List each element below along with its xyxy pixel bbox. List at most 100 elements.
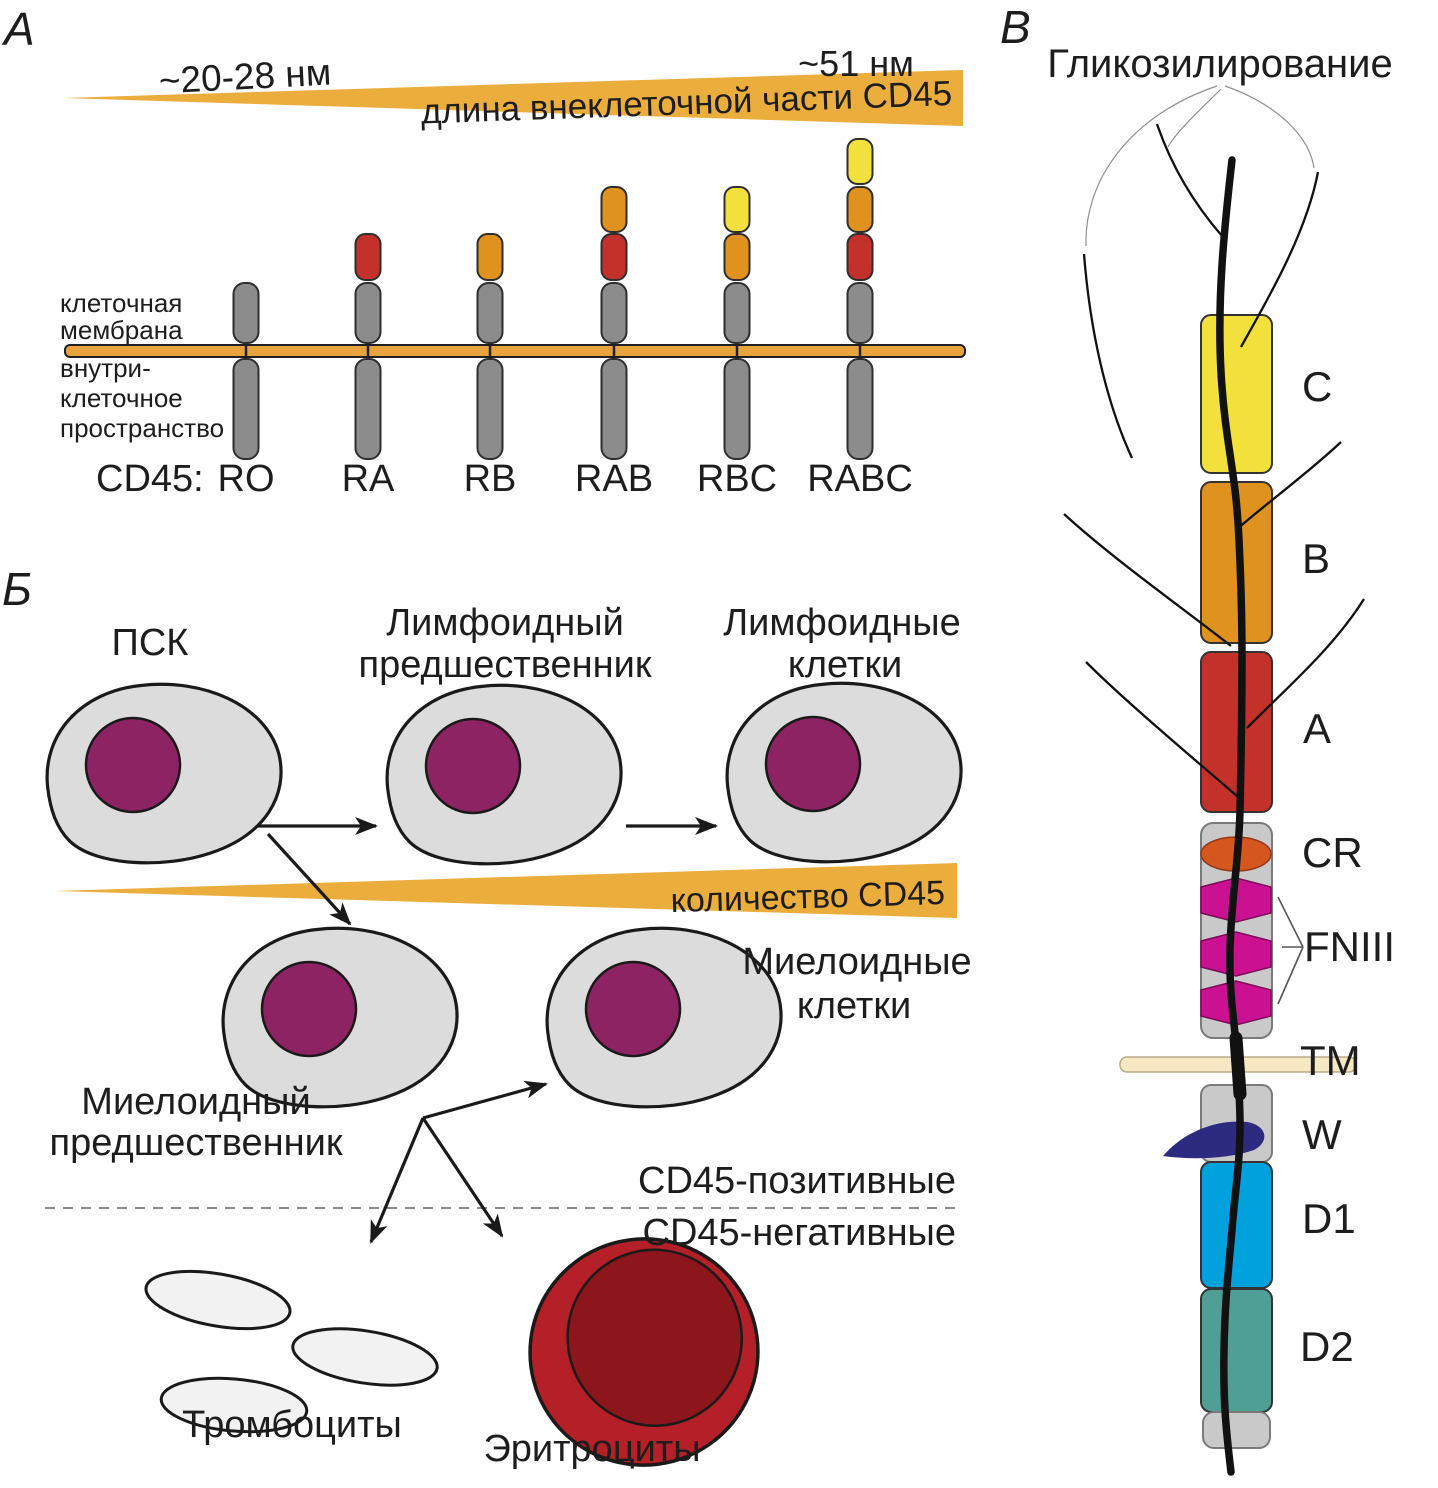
platelet-1 <box>140 1260 296 1340</box>
domain-a <box>1200 651 1273 813</box>
domain-d2 <box>1200 1288 1273 1413</box>
domain-a-label: A <box>1303 705 1332 752</box>
erythrocyte-inner <box>566 1248 743 1427</box>
nucleus-hsc <box>84 716 182 814</box>
isoform-rb-segment-b <box>476 233 504 281</box>
myeloid-cells-label-line1: Миелоидные <box>742 941 972 983</box>
lymphoid-cells-label-line2: клетки <box>787 644 903 686</box>
panel-a-letter: А <box>4 3 35 55</box>
cell-membrane-bar <box>64 344 966 358</box>
quantity-wedge-title: количество CD45 <box>670 874 946 921</box>
length-wedge <box>63 70 963 126</box>
isoform-rb <box>476 233 504 460</box>
platelets-label: Тромбоциты <box>182 1404 402 1446</box>
glycan-chain-3 <box>1082 253 1134 459</box>
isoform-rabc-segment-b <box>846 186 874 233</box>
glyco-leader-left <box>1085 85 1218 247</box>
glyco-leader-right <box>1224 85 1315 169</box>
protein-backbone-tm-segment <box>1229 1031 1247 1101</box>
nucleus-myeloid-progenitor <box>260 960 358 1058</box>
lymphoid-progenitor-label-line1: Лимфоидный <box>386 602 624 644</box>
quantity-wedge <box>55 863 957 918</box>
domain-d1-label: D1 <box>1302 1195 1356 1242</box>
intracellular-label-line2: клеточное <box>60 383 183 413</box>
nucleus-lymphoid-progenitor <box>424 717 522 815</box>
cd45-positive-label: CD45-позитивные <box>638 1160 956 1202</box>
membrane-label-line2: мембрана <box>60 315 183 345</box>
domain-c <box>1200 314 1273 474</box>
isoform-ra-intracellular <box>354 358 382 460</box>
platelet-2 <box>287 1318 443 1396</box>
glycan-chain-1 <box>1155 123 1223 237</box>
nucleus-myeloid-cells <box>584 960 682 1058</box>
glyco-leader-mid <box>1167 88 1222 148</box>
isoform-rabc-segment-c <box>846 138 874 185</box>
domain-tm-label: TM <box>1300 1037 1361 1084</box>
isoform-rab-extracellular <box>600 282 628 344</box>
panel-a-shapes <box>63 70 966 460</box>
isoform-label-ra: RA <box>341 458 395 500</box>
domain-b-label: B <box>1302 535 1331 582</box>
cd45-negative-label: CD45-негативные <box>642 1212 957 1254</box>
arrow-to-erythrocytes <box>421 1117 504 1238</box>
isoform-label-rabc: RABC <box>807 458 913 500</box>
glycosylation-title: Гликозилирование <box>1047 42 1393 86</box>
lymphoid-progenitor-label-line2: предшественник <box>358 644 652 686</box>
glycan-chain-4 <box>1063 513 1232 647</box>
hsc-label: ПСК <box>111 622 189 664</box>
isoform-ra-extracellular <box>354 282 382 344</box>
myeloid-progenitor-label-line2: предшественник <box>49 1122 343 1164</box>
panel-b-letter: Б <box>2 563 32 615</box>
panel-v-shapes <box>1063 85 1365 1476</box>
membrane-label-line1: клеточная <box>60 288 183 318</box>
glycan-chain-5 <box>1235 441 1342 531</box>
isoform-rbc-segment-b <box>723 233 751 281</box>
glycan-chain-7 <box>1085 661 1239 798</box>
glycan-chain-6 <box>1246 598 1365 729</box>
isoform-rb-intracellular <box>476 358 504 460</box>
isoform-rabc-segment-a <box>846 233 874 281</box>
isoform-label-rb: RB <box>463 458 517 500</box>
isoform-rb-extracellular <box>476 282 504 344</box>
panel-v-letter: В <box>1000 1 1031 53</box>
arrow-hsc-to-myeloid-progenitor <box>266 832 352 926</box>
isoform-label-rbc: RBC <box>696 458 778 500</box>
domain-fniii-label: FNIII <box>1304 923 1395 970</box>
domain-w-label: W <box>1302 1111 1342 1158</box>
domain-cr-label: CR <box>1302 829 1363 876</box>
intracellular-label-line1: внутри- <box>60 353 151 383</box>
isoform-ro-intracellular <box>232 358 260 460</box>
isoform-rab-segment-b <box>600 186 628 233</box>
protein-backbone <box>1216 156 1246 1476</box>
domain-c-label: C <box>1302 363 1333 410</box>
cd45-row-prefix: CD45: <box>96 458 204 500</box>
isoform-rabc-extracellular <box>846 282 874 344</box>
isoform-rbc-intracellular <box>723 358 751 460</box>
fniii-bracket <box>1277 896 1304 1005</box>
domain-tail <box>1202 1411 1271 1449</box>
isoform-label-rab: RAB <box>574 458 654 500</box>
size-right-label: ~51 нм <box>798 43 914 84</box>
isoform-ro-extracellular <box>232 282 260 344</box>
panel-b-shapes <box>39 673 969 1467</box>
myeloid-progenitor-label-line1: Миелоидный <box>81 1081 311 1123</box>
size-left-label: ~20-28 нм <box>157 51 333 102</box>
isoform-rab-segment-a <box>600 233 628 281</box>
isoform-ro <box>232 282 260 460</box>
domain-d2-label: D2 <box>1300 1323 1354 1370</box>
arrow-to-myeloid-cells <box>422 1080 548 1120</box>
isoform-ra-segment-a <box>354 233 382 281</box>
isoform-rab <box>600 186 628 460</box>
arrow-to-platelets <box>369 1117 425 1244</box>
myeloid-cells-label-line2: клетки <box>796 985 912 1027</box>
isoform-rbc <box>723 186 751 460</box>
isoform-rabc <box>846 138 874 460</box>
nucleus-lymphoid-cells <box>764 715 862 813</box>
isoform-rabc-intracellular <box>846 358 874 460</box>
isoform-rbc-segment-c <box>723 186 751 233</box>
intracellular-label-line3: пространство <box>60 413 225 443</box>
lymphoid-cells-label-line1: Лимфоидные <box>723 602 961 644</box>
erythrocytes-label: Эритроциты <box>483 1428 701 1470</box>
